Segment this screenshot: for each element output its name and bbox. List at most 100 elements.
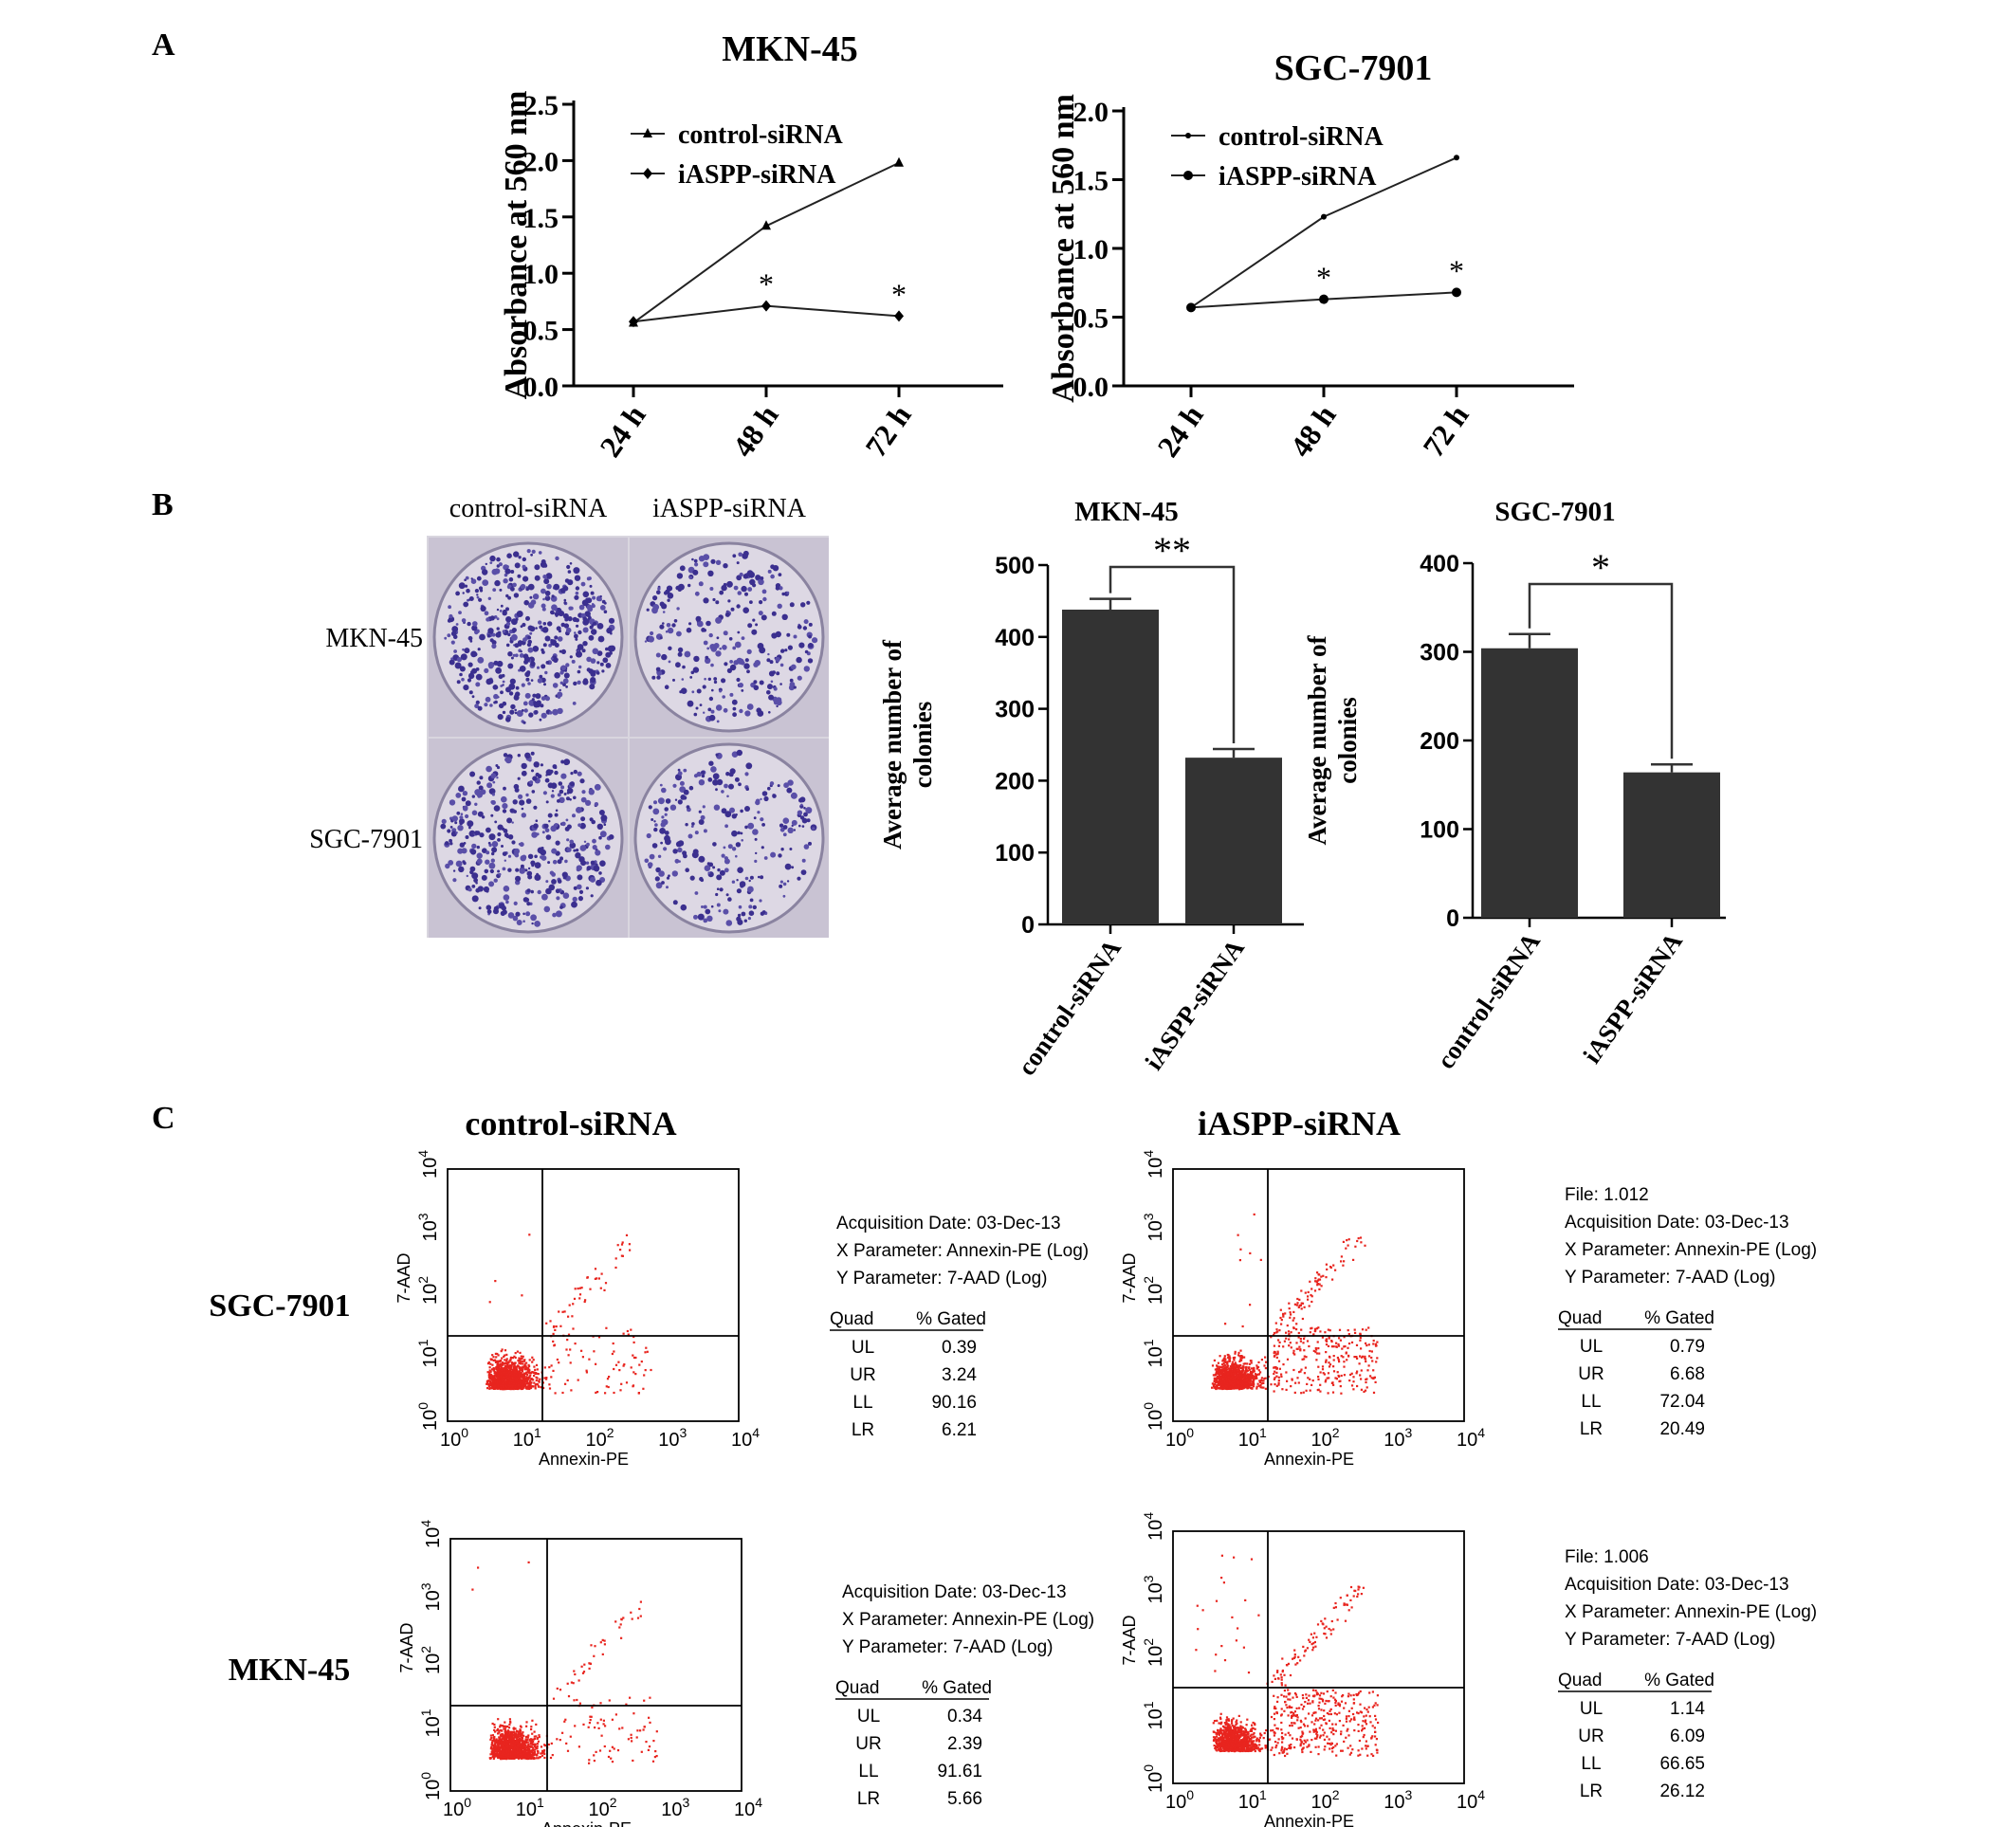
colony-dot — [545, 834, 552, 840]
colony-dot — [740, 660, 745, 666]
event-dot — [632, 1341, 635, 1343]
colony-dot — [456, 657, 462, 663]
event-dot — [1237, 1375, 1240, 1378]
event-dot — [1317, 1376, 1320, 1379]
colony-dot — [461, 618, 467, 623]
colony-dot — [491, 643, 497, 649]
event-dot — [505, 1386, 508, 1389]
event-dot — [518, 1361, 521, 1364]
event-dot — [504, 1364, 507, 1367]
colony-dot — [701, 905, 704, 908]
colony-dot — [529, 780, 534, 785]
colony-dot — [523, 599, 529, 606]
colony-dot — [444, 636, 448, 640]
colony-dot — [586, 866, 592, 871]
event-dot — [1303, 1338, 1306, 1341]
event-dot — [504, 1359, 506, 1361]
event-dot — [540, 1386, 542, 1389]
event-dot — [520, 1736, 522, 1739]
event-dot — [533, 1371, 536, 1374]
colony-dot — [469, 869, 474, 875]
colony-dot — [607, 645, 614, 652]
colony-dot — [698, 581, 704, 587]
colony-dot — [565, 663, 570, 667]
colony-dot — [713, 804, 721, 811]
colony-dot — [598, 810, 605, 815]
event-dot — [574, 1725, 577, 1727]
colony-dot — [703, 711, 706, 714]
colony-dot — [700, 878, 705, 883]
colony-dot — [486, 765, 492, 773]
colony-dot — [471, 810, 478, 816]
event-dot — [1299, 1348, 1302, 1351]
event-dot — [569, 1735, 572, 1738]
event-dot — [497, 1377, 500, 1379]
event-dot — [588, 1722, 591, 1725]
colony-dot — [596, 596, 601, 601]
colony-dot — [585, 861, 590, 865]
colony-dot — [524, 868, 528, 872]
colony-dot — [551, 872, 556, 877]
colony-dot — [465, 800, 471, 807]
colony-dot — [728, 772, 734, 777]
colony-dot — [569, 781, 576, 787]
event-dot — [522, 1384, 525, 1388]
event-dot — [1364, 1244, 1366, 1247]
colony-dot — [457, 825, 464, 831]
colony-dot — [477, 795, 481, 798]
colony-dot — [550, 794, 555, 798]
event-dot — [1337, 1343, 1340, 1345]
colony-dot — [478, 785, 484, 791]
colony-dot — [552, 683, 559, 688]
colony-dot — [657, 797, 665, 805]
colony-dot — [700, 814, 706, 820]
event-dot — [523, 1359, 526, 1361]
colony-dot — [710, 766, 717, 773]
colony-dot — [577, 874, 583, 881]
colony-dot — [546, 583, 552, 590]
event-dot — [621, 1241, 624, 1244]
y-tick-label: 102 — [1141, 1276, 1166, 1305]
event-dot — [1221, 1387, 1224, 1391]
colony-dot — [721, 584, 727, 592]
y-tick-exponent: 0 — [415, 1402, 431, 1410]
event-dot — [504, 1727, 506, 1730]
x-tick-label: 101 — [1238, 1425, 1267, 1451]
colony-dot — [544, 670, 548, 675]
colony-dot — [488, 881, 495, 887]
colony-dot — [449, 613, 453, 619]
event-dot — [567, 1695, 571, 1698]
event-dot — [1228, 1373, 1232, 1376]
event-dot — [515, 1382, 518, 1385]
colony-dot — [767, 569, 772, 574]
event-dot — [1242, 1379, 1245, 1382]
colony-dot — [677, 647, 684, 653]
y-axis-label: Average number ofcolonies — [878, 639, 937, 850]
x-tick-label: 48 h — [1283, 398, 1343, 463]
colony-dot — [710, 663, 714, 667]
colony-dot — [781, 613, 788, 620]
event-dot — [489, 1383, 493, 1386]
colony-dot — [502, 684, 504, 686]
colony-dot — [579, 822, 586, 830]
event-dot — [528, 1359, 531, 1361]
event-dot — [645, 1741, 648, 1744]
event-dot — [1234, 1372, 1237, 1375]
colony-dot — [505, 900, 509, 904]
event-dot — [555, 1325, 558, 1328]
event-dot — [1230, 1372, 1233, 1376]
colony-dot — [722, 645, 727, 650]
event-dot — [1343, 1336, 1346, 1339]
colony-dot — [677, 799, 683, 805]
event-dot — [548, 1366, 551, 1369]
event-dot — [1224, 1386, 1227, 1389]
event-dot — [552, 1332, 555, 1335]
event-dot — [509, 1373, 512, 1377]
colony-dot — [589, 625, 594, 630]
event-dot — [497, 1370, 500, 1373]
colony-dot — [476, 845, 480, 850]
colony-dot — [669, 804, 677, 811]
colony-column-label: iASPP-siRNA — [652, 494, 807, 523]
event-dot — [1221, 1365, 1224, 1368]
